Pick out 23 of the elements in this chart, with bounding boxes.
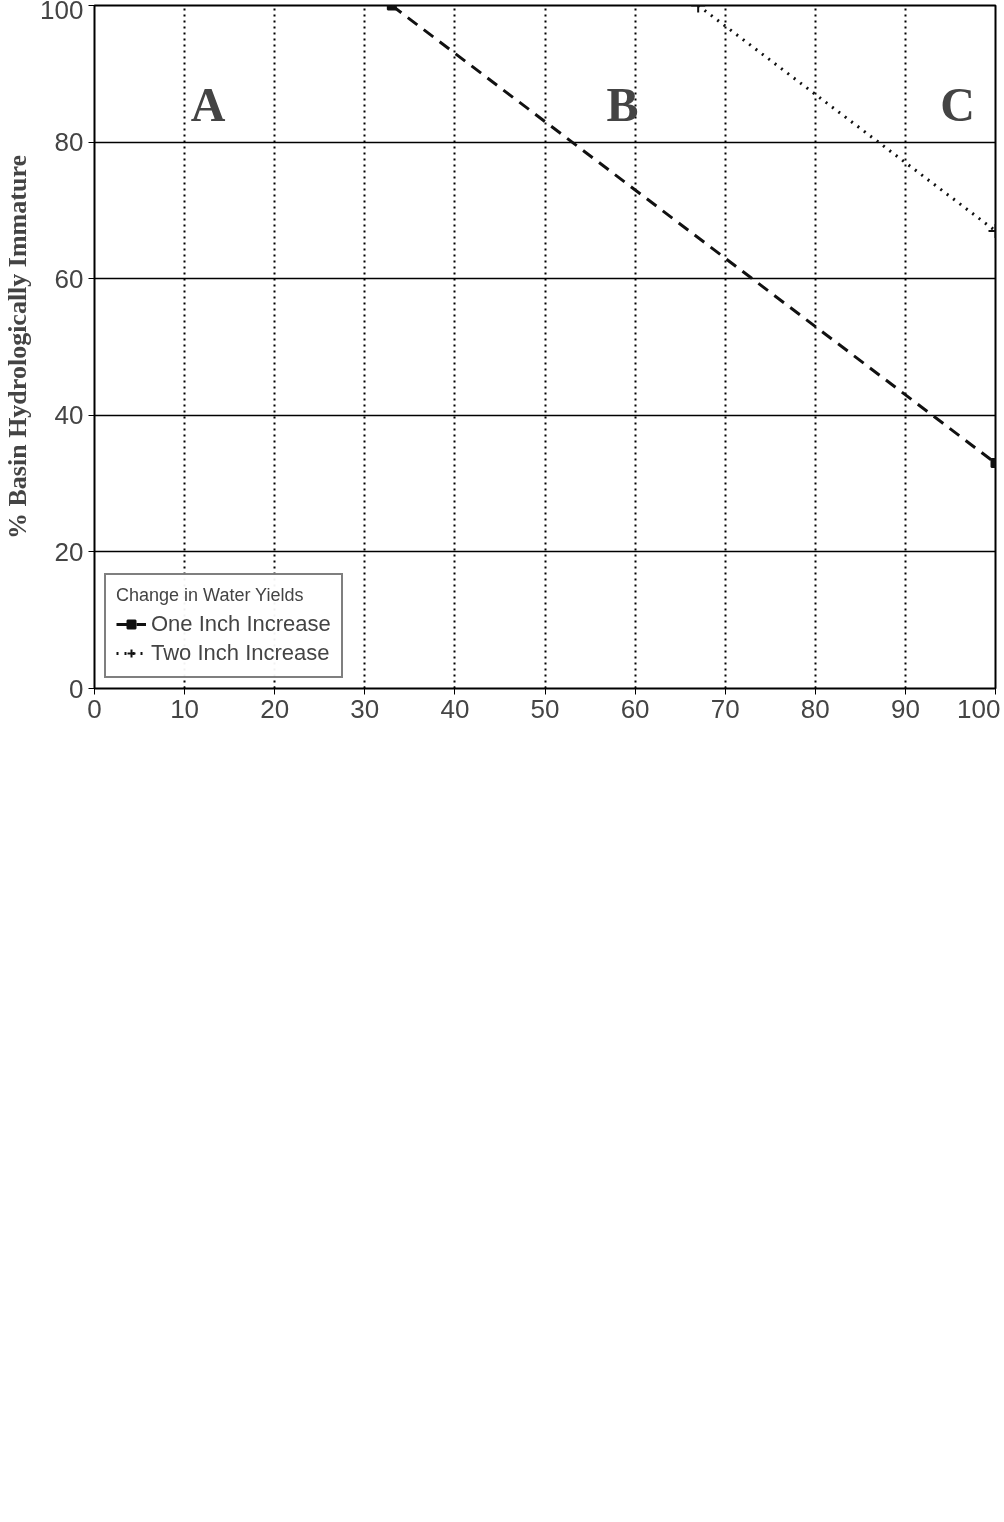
y-tick-label: 20 (54, 536, 84, 567)
x-tick-label: 30 (350, 693, 380, 724)
annotation: C (940, 78, 975, 132)
x-tick-label: 10 (170, 693, 200, 724)
y-tick-label: 80 (54, 127, 84, 158)
x-tick-label: 70 (710, 693, 740, 724)
x-tick-label: 60 (620, 693, 650, 724)
y-axis-title: % Basin Hydrologically Immature (3, 155, 33, 539)
x-tick-label: 90 (890, 693, 920, 724)
legend-label: Two Inch Increase (151, 640, 330, 666)
y-tick-label: 100 (40, 0, 84, 25)
x-tick-label: 100 (957, 693, 1001, 724)
y-tick-label: 60 (54, 263, 84, 294)
annotation: B (606, 78, 639, 132)
x-tick-label: 20 (260, 693, 290, 724)
legend-title: Change in Water Yields (116, 585, 305, 606)
x-tick-label: 40 (440, 693, 470, 724)
x-tick-label: 50 (530, 693, 560, 724)
annotation: A (190, 78, 226, 132)
y-tick-label: 40 (54, 400, 84, 431)
x-tick-label: 80 (800, 693, 830, 724)
legend-label: One Inch Increase (151, 611, 331, 637)
y-tick-label: 0 (69, 673, 84, 704)
